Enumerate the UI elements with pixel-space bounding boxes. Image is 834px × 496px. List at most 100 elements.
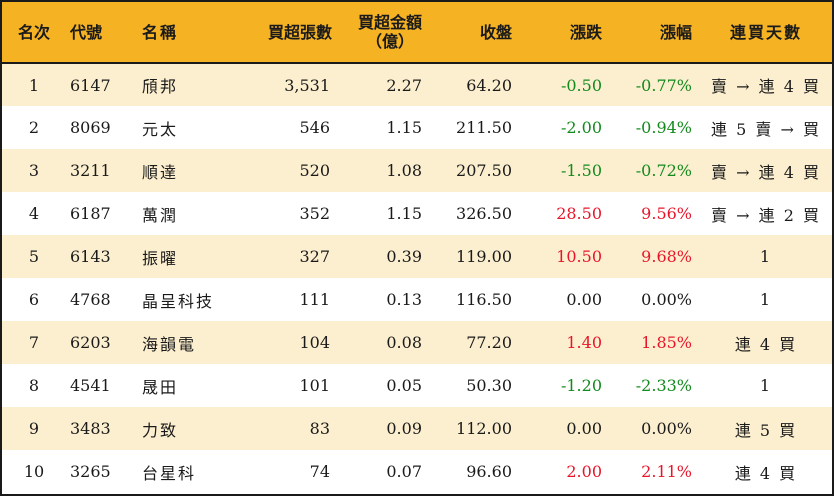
change-percent-cell: -0.94% [635, 118, 692, 137]
table-header: 名次 代號 名稱 買超張數 買超金額 （億） 收盤 漲跌 漲幅 連買天數 [2, 2, 832, 64]
close-price-cell: 119.00 [456, 247, 512, 266]
change-cell: 1.40 [566, 333, 602, 352]
header-change-percent: 漲幅 [610, 2, 700, 64]
close-price-cell: 64.20 [466, 75, 512, 95]
name-cell: 海韻電 [142, 334, 197, 354]
table-row: 1 6147 頎邦 3,531 2.27 64.20 -0.50 -0.77% 賣 → 連 4 … [2, 63, 832, 106]
net-buy-volume-cell: 520 [299, 161, 330, 180]
table-row: 5 6143 振曜 327 0.39 119.00 10.50 9.68% 1 [2, 235, 832, 278]
code-cell: 4768 [70, 290, 111, 309]
rank-cell: 6 [28, 290, 40, 309]
header-net-buy-amount-unit: （億） [365, 32, 414, 51]
change-cell: 10.50 [556, 247, 602, 266]
close-price-cell: 211.50 [456, 118, 512, 137]
change-percent-cell: 0.00% [641, 290, 692, 309]
consecutive-days-cell: 賣 → 連 2 買 [711, 205, 821, 225]
header-name: 名稱 [136, 2, 240, 64]
header-net-buy-amount: 買超金額 （億） [338, 2, 430, 64]
consecutive-days-cell: 賣 → 連 4 買 [711, 162, 821, 182]
code-cell: 6187 [70, 204, 111, 223]
net-buy-volume-cell: 546 [299, 118, 330, 137]
table-row: 7 6203 海韻電 104 0.08 77.20 1.40 1.85% 連 4 買 [2, 321, 832, 364]
change-cell: 2.00 [566, 462, 602, 481]
change-percent-cell: 1.85% [641, 333, 692, 352]
net-buy-amount-cell: 0.39 [386, 247, 422, 266]
name-cell: 順達 [142, 162, 179, 182]
net-buy-volume-cell: 83 [309, 419, 330, 438]
net-buy-volume-cell: 74 [309, 462, 330, 481]
table-row: 3 3211 順達 520 1.08 207.50 -1.50 -0.72% 賣 → 連 4 買 [2, 149, 832, 192]
rank-cell: 9 [28, 419, 40, 438]
close-price-cell: 77.20 [466, 333, 512, 352]
name-cell: 晶呈科技 [142, 291, 215, 311]
consecutive-days-cell: 1 [759, 290, 773, 309]
code-cell: 3211 [70, 161, 111, 180]
name-cell: 萬潤 [142, 205, 179, 225]
rank-cell: 7 [28, 333, 40, 352]
net-buy-amount-cell: 0.07 [386, 462, 422, 481]
consecutive-days-cell: 賣 → 連 4 買 [711, 77, 821, 96]
change-cell: -1.20 [560, 376, 602, 395]
name-cell: 振曜 [142, 248, 179, 268]
table-row: 10 3265 台星科 74 0.07 96.60 2.00 2.11% 連 4 買 [2, 450, 832, 493]
table-row: 8 4541 晟田 101 0.05 50.30 -1.20 -2.33% 1 [2, 364, 832, 407]
header-close: 收盤 [430, 2, 520, 64]
net-buy-amount-cell: 2.27 [386, 75, 422, 95]
net-buy-amount-cell: 1.08 [386, 161, 422, 180]
name-cell: 頎邦 [142, 77, 179, 96]
change-percent-cell: 9.68% [641, 247, 692, 266]
header-rank: 名次 [2, 2, 66, 64]
rank-cell: 3 [28, 161, 40, 180]
close-price-cell: 207.50 [456, 161, 512, 180]
net-buy-amount-cell: 0.08 [386, 333, 422, 352]
change-cell: -1.50 [560, 161, 602, 180]
table-row: 2 8069 元太 546 1.15 211.50 -2.00 -0.94% 連 5 賣 → 買 [2, 106, 832, 149]
net-buy-volume-cell: 101 [299, 376, 330, 395]
net-buy-volume-cell: 111 [299, 290, 330, 309]
change-percent-cell: 0.00% [641, 419, 692, 438]
change-cell: -0.50 [560, 75, 602, 95]
net-buy-volume-cell: 352 [299, 204, 330, 223]
rank-cell: 5 [28, 247, 40, 266]
change-percent-cell: 2.11% [641, 462, 692, 481]
consecutive-days-cell: 連 5 賣 → 買 [711, 119, 821, 139]
net-buy-amount-cell: 0.05 [386, 376, 422, 395]
consecutive-days-cell: 連 4 買 [734, 463, 798, 483]
name-cell: 台星科 [142, 463, 197, 483]
change-cell: 0.00 [566, 419, 602, 438]
net-buy-volume-cell: 327 [299, 247, 330, 266]
header-code: 代號 [66, 2, 136, 64]
consecutive-days-cell: 1 [759, 376, 773, 395]
code-cell: 6147 [70, 75, 111, 95]
table-row: 9 3483 力致 83 0.09 112.00 0.00 0.00% 連 5 買 [2, 407, 832, 450]
table-row: 4 6187 萬潤 352 1.15 326.50 28.50 9.56% 賣 → 連 2 買 [2, 192, 832, 235]
header-row: 名次 代號 名稱 買超張數 買超金額 （億） 收盤 漲跌 漲幅 連買天數 [2, 2, 832, 64]
close-price-cell: 50.30 [466, 376, 512, 395]
consecutive-days-cell: 連 5 買 [734, 420, 798, 440]
change-cell: 28.50 [556, 204, 602, 223]
change-percent-cell: 9.56% [641, 204, 692, 223]
header-change: 漲跌 [520, 2, 610, 64]
table-row: 6 4768 晶呈科技 111 0.13 116.50 0.00 0.00% 1 [2, 278, 832, 321]
change-percent-cell: -0.77% [635, 75, 692, 95]
header-net-buy-volume: 買超張數 [240, 2, 338, 64]
consecutive-days-cell: 1 [759, 247, 773, 266]
close-price-cell: 112.00 [456, 419, 512, 438]
code-cell: 8069 [70, 118, 111, 137]
net-buy-volume-cell: 104 [299, 333, 330, 352]
name-cell: 晟田 [142, 377, 179, 397]
net-buy-amount-cell: 1.15 [386, 204, 422, 223]
header-net-buy-amount-line1: 買超金額 [357, 13, 422, 32]
header-consecutive-days: 連買天數 [700, 2, 832, 64]
rank-cell: 1 [28, 75, 40, 95]
net-buy-amount-cell: 1.15 [386, 118, 422, 137]
net-buy-volume-cell: 3,531 [284, 75, 330, 95]
code-cell: 3265 [70, 462, 111, 481]
code-cell: 4541 [70, 376, 111, 395]
change-percent-cell: -2.33% [635, 376, 692, 395]
name-cell: 力致 [142, 420, 179, 440]
rank-cell: 2 [28, 118, 40, 137]
rank-cell: 8 [28, 376, 40, 395]
